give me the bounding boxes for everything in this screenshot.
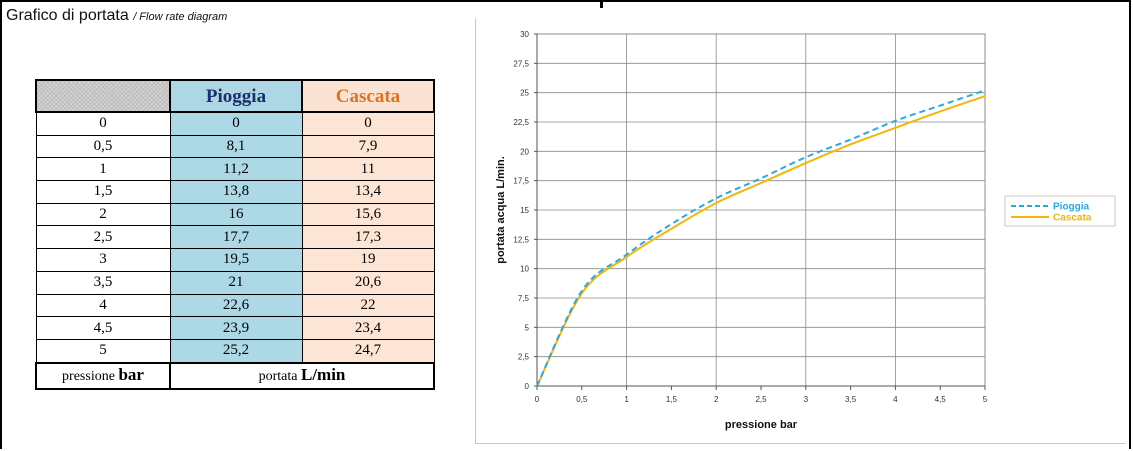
footer-pressure: pressione bar	[35, 361, 171, 390]
legend-label-cascata: Cascata	[1053, 213, 1092, 224]
y-tick-label: 27,5	[513, 59, 529, 68]
pioggia-cell: 8,1	[169, 134, 303, 159]
cascata-cell: 17,3	[301, 225, 435, 250]
y-tick-label: 22,5	[513, 118, 529, 127]
cascata-cell: 0	[301, 111, 435, 136]
cascata-cell: 20,6	[301, 270, 435, 295]
flow-rate-table: Pioggia Cascata 0 0 0 0,5 8,1 7,9 1 11,2 11 1,5 13…	[35, 79, 435, 390]
y-tick-label: 10	[520, 265, 529, 274]
x-tick-label: 3,5	[845, 395, 857, 404]
chart-panel	[475, 18, 1126, 444]
table-row: 3 19,5 19	[35, 248, 435, 272]
header-cascata: Cascata	[301, 79, 435, 113]
table-row: 1 11,2 11	[35, 157, 435, 182]
pioggia-cell: 25,2	[169, 338, 303, 364]
pressure-cell: 2	[35, 202, 171, 227]
x-axis-title: pressione bar	[725, 419, 798, 431]
header-pioggia: Pioggia	[169, 79, 303, 113]
pressure-cell: 4	[35, 293, 171, 318]
y-tick-label: 25	[520, 89, 529, 98]
pioggia-cell: 22,6	[169, 293, 303, 318]
x-tick-label: 0,5	[576, 395, 588, 404]
series-line-cascata	[536, 95, 986, 387]
cascata-cell: 24,7	[301, 338, 435, 364]
cascata-cell: 13,4	[301, 180, 435, 204]
table-row: 3,5 21 20,6	[35, 270, 435, 295]
legend-box	[1004, 195, 1116, 227]
pressure-cell: 3,5	[35, 270, 171, 295]
x-tick-label: 1	[624, 395, 629, 404]
pressure-cell: 1	[35, 157, 171, 182]
table-row: 0,5 8,1 7,9	[35, 134, 435, 159]
x-tick-label: 2	[714, 395, 719, 404]
cascata-cell: 11	[301, 157, 435, 182]
x-tick-label: 1,5	[666, 395, 678, 404]
x-tick-label: 5	[983, 395, 988, 404]
table-header-row: Pioggia Cascata	[35, 79, 435, 113]
cascata-cell: 19	[301, 248, 435, 272]
pressure-cell: 5	[35, 338, 171, 364]
pressure-cell: 1,5	[35, 180, 171, 204]
page-heading: Grafico di portata / Flow rate diagram	[6, 7, 227, 25]
table-row: 2,5 17,7 17,3	[35, 225, 435, 250]
pioggia-cell: 21	[169, 270, 303, 295]
table-footer-row: pressione bar portata L/min	[35, 361, 435, 390]
pressure-cell: 4,5	[35, 316, 171, 340]
pressure-cell: 0,5	[35, 134, 171, 159]
y-tick-label: 2,5	[518, 353, 530, 362]
y-tick-label: 30	[520, 30, 529, 39]
heading-subtitle: / Flow rate diagram	[133, 11, 228, 23]
table-corner-cell	[35, 79, 171, 113]
pressure-cell: 2,5	[35, 225, 171, 250]
y-tick-label: 17,5	[513, 177, 529, 186]
footer-pressure-label: pressione	[62, 369, 115, 385]
pioggia-cell: 0	[169, 111, 303, 136]
y-axis-title: portata acqua L/min.	[495, 156, 507, 264]
table-row: 4,5 23,9 23,4	[35, 316, 435, 340]
table-row: 5 25,2 24,7	[35, 338, 435, 364]
series-line-pioggia	[536, 89, 986, 387]
pioggia-cell: 16	[169, 202, 303, 227]
x-tick-label: 2,5	[755, 395, 767, 404]
y-tick-label: 20	[520, 147, 529, 156]
heading-title: Grafico di portata	[6, 7, 129, 24]
pressure-cell: 3	[35, 248, 171, 272]
pioggia-cell: 13,8	[169, 180, 303, 204]
cascata-cell: 7,9	[301, 134, 435, 159]
y-tick-label: 0	[525, 382, 530, 391]
table-row: 2 16 15,6	[35, 202, 435, 227]
x-tick-label: 4,5	[935, 395, 947, 404]
pressure-cell: 0	[35, 111, 171, 136]
y-tick-label: 5	[525, 323, 530, 332]
flow-rate-chart: 0 0,5 1 1,5 2 2,5 3 3,5 4 4,5 502,557,51012,51517,…	[495, 30, 1116, 431]
pioggia-cell: 23,9	[169, 316, 303, 340]
pioggia-cell: 17,7	[169, 225, 303, 250]
x-tick-label: 0	[535, 395, 540, 404]
footer-pressure-unit: bar	[118, 365, 144, 385]
x-tick-label: 3	[804, 395, 809, 404]
cascata-cell: 15,6	[301, 202, 435, 227]
y-tick-label: 12,5	[513, 235, 529, 244]
pioggia-cell: 19,5	[169, 248, 303, 272]
x-tick-label: 4	[893, 395, 898, 404]
table-body: 0 0 0 0,5 8,1 7,9 1 11,2 11 1,5 13,8 13,4 2 16 15,6 2,5…	[35, 111, 435, 364]
y-tick-label: 15	[520, 206, 529, 215]
legend-label-pioggia: Pioggia	[1053, 202, 1090, 213]
cascata-cell: 22	[301, 293, 435, 318]
table-row: 1,5 13,8 13,4	[35, 180, 435, 204]
footer-flow-unit: L/min	[300, 365, 346, 385]
footer-flow-label: portata	[258, 369, 298, 385]
cascata-cell: 23,4	[301, 316, 435, 340]
pioggia-cell: 11,2	[169, 157, 303, 182]
frame-divider	[600, 0, 603, 8]
y-tick-label: 7,5	[518, 294, 530, 303]
table-row: 4 22,6 22	[35, 293, 435, 318]
footer-flow: portata L/min	[169, 361, 435, 390]
